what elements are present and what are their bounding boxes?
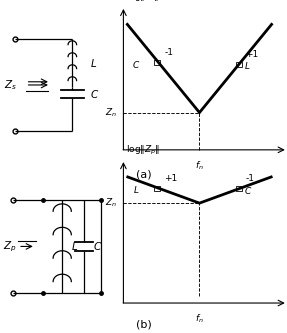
Text: L: L: [134, 186, 139, 195]
Text: $Z_s$: $Z_s$: [4, 78, 17, 92]
Text: $Z_p$: $Z_p$: [3, 239, 16, 254]
Text: log$\|Z_s\|$: log$\|Z_s\|$: [127, 0, 160, 3]
Text: -1: -1: [164, 48, 173, 57]
Text: $L$: $L$: [90, 57, 97, 69]
Text: +1: +1: [164, 174, 178, 183]
Text: log$\|Z_p\|$: log$\|Z_p\|$: [127, 144, 160, 157]
Text: $L$: $L$: [71, 240, 78, 252]
Text: $Z_n$: $Z_n$: [105, 197, 117, 209]
Text: C: C: [245, 187, 251, 196]
Text: $C$: $C$: [90, 88, 99, 100]
Text: $C$: $C$: [92, 240, 102, 252]
Text: L: L: [245, 62, 250, 71]
Text: (b): (b): [136, 320, 151, 330]
Text: $Z_n$: $Z_n$: [105, 106, 117, 119]
Text: $f_n$: $f_n$: [195, 312, 204, 325]
Text: (a): (a): [136, 170, 151, 180]
Text: $f_n$: $f_n$: [195, 159, 204, 172]
Text: +1: +1: [245, 50, 258, 59]
Text: -1: -1: [245, 174, 254, 183]
Text: C: C: [132, 61, 139, 70]
